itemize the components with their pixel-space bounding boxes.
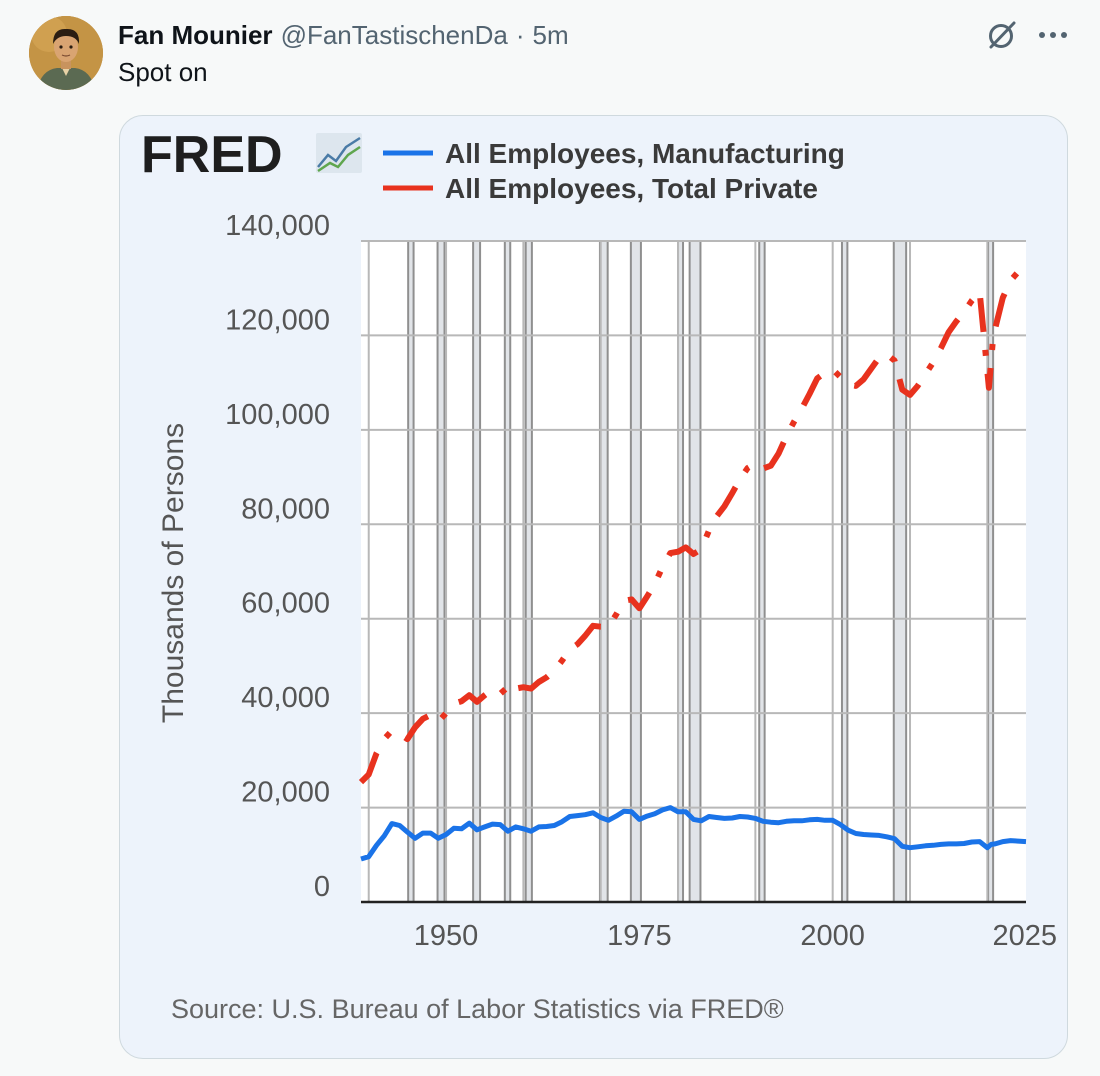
recession-band-8 [689,241,701,902]
fred-logo: FRED [141,126,362,184]
y-tick-label-2: 40,000 [241,682,330,714]
chart-legend: All Employees, Manufacturing All Employee… [383,138,845,204]
recession-band-9 [759,241,765,902]
recession-band-2 [473,241,481,902]
fred-logo-graph-icon [316,133,362,173]
separator-dot: · [515,19,525,50]
recession-band-3 [504,241,511,902]
x-tick-label-1: 1975 [607,920,672,952]
y-tick-label-0: 0 [314,871,330,903]
x-tick-labels: 1950 1975 2000 2025 [414,920,1057,952]
y-axis-label: Thousands of Persons [157,423,190,723]
y-tick-labels: 0 20,000 40,000 60,000 80,000 100,000 120,000 1… [225,210,330,903]
y-tick-label-1: 20,000 [241,777,330,809]
user-handle[interactable]: @FanTastischenDa [280,19,508,50]
grok-icon[interactable] [985,18,1019,52]
recession-band-11 [893,241,907,902]
timestamp[interactable]: 5m [532,19,569,50]
tweet-text: Spot on [118,57,208,87]
avatar-image [29,16,103,90]
recession-band-12 [988,241,994,902]
series-line-0 [360,805,1027,862]
recession-bands [407,241,995,902]
media-card[interactable]: FRED All Employees, Manufacturing All Emp… [119,115,1068,1059]
legend-label-0: All Employees, Manufacturing [445,138,845,169]
recession-band-1 [437,241,445,902]
avatar[interactable] [29,16,103,90]
chart-series [358,263,1028,862]
y-tick-label-5: 100,000 [225,399,330,431]
recession-band-5 [599,241,608,902]
chart-source: Source: U.S. Bureau of Labor Statistics … [171,994,784,1024]
tweet-header: Fan Mounier @FanTastischenDa · 5m [118,17,569,53]
more-icon[interactable] [1036,20,1070,50]
recession-band-10 [841,241,848,902]
y-tick-label-7: 140,000 [225,210,330,242]
recession-band-6 [630,241,641,902]
legend-label-1: All Employees, Total Private [445,173,818,204]
series-line-1 [358,263,1028,785]
display-name[interactable]: Fan Mounier [118,19,273,50]
recession-band-7 [678,241,684,902]
x-tick-label-2: 2000 [800,920,865,952]
y-tick-label-6: 120,000 [225,304,330,336]
x-tick-label-3: 2025 [992,920,1057,952]
recession-band-4 [525,241,532,902]
recession-band-0 [408,241,414,902]
y-tick-label-3: 60,000 [241,588,330,620]
fred-logo-text: FRED [141,126,283,184]
x-tick-label-0: 1950 [414,920,479,952]
y-tick-label-4: 80,000 [241,493,330,525]
